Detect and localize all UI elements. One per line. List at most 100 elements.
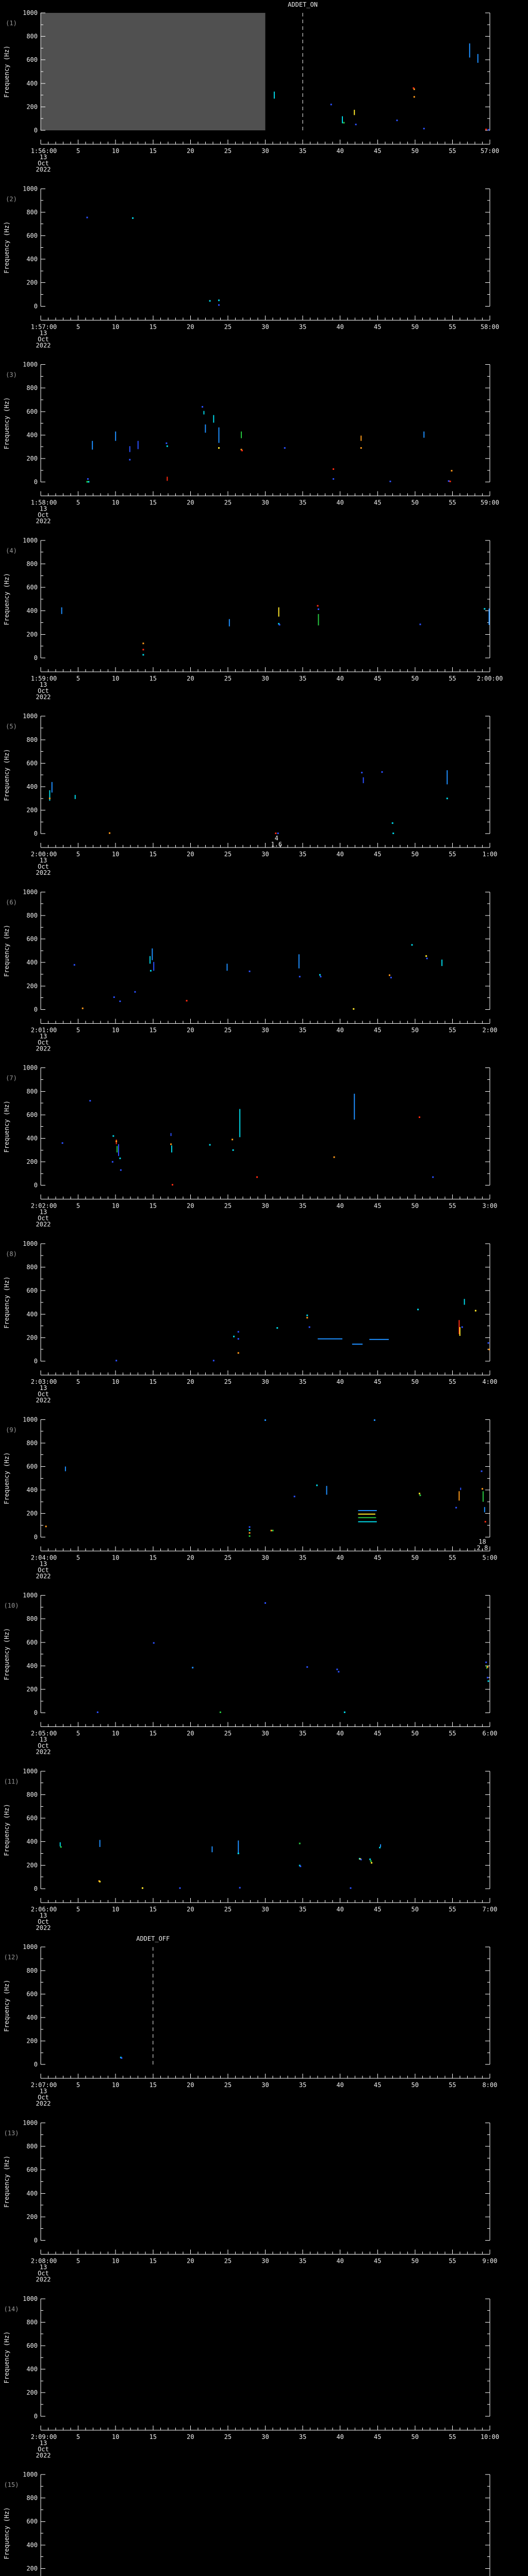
y-axis-title: Frequency (Hz) (3, 222, 10, 274)
x-tick-label: 30 (261, 2081, 269, 2089)
x-tick-label: 50 (411, 2433, 419, 2441)
x-tick-label: 50 (411, 675, 419, 682)
y-tick-label: 1000 (23, 361, 38, 368)
detection-mark (412, 87, 415, 89)
event-annotation: 4 (275, 835, 278, 842)
x-tick-label: 30 (261, 1906, 269, 1913)
detection-mark (318, 614, 319, 625)
detection-mark (226, 963, 228, 971)
detection-mark (49, 790, 51, 801)
detection-mark (318, 608, 320, 610)
x-tick-label: 10 (112, 851, 119, 858)
x-tick-label: 15 (150, 147, 157, 155)
detection-mark (116, 1360, 118, 1362)
detection-mark (112, 1135, 114, 1137)
x-tick-label: 15 (150, 1554, 157, 1561)
spectrogram-panel-14: (14) Frequency (Hz) 0 200 400 600 800 1000 5 10 15… (3, 2295, 499, 2459)
y-tick-label: 400 (26, 2366, 38, 2373)
x-tick-label: 55 (449, 1202, 456, 1210)
detection-mark (417, 1309, 419, 1311)
x-tick-label: 25 (224, 1554, 232, 1561)
x-tick-label: 30 (261, 1026, 269, 1033)
detection-mark (212, 1360, 214, 1362)
x-tick-label: 20 (187, 1202, 194, 1210)
end-time-label: 7:00 (483, 1906, 498, 1913)
x-tick-label: 30 (261, 147, 269, 155)
y-tick-label: 1000 (23, 1064, 38, 1072)
spectrogram-panel-13: (13) Frequency (Hz) 0 200 400 600 800 1000 5 10 15… (3, 2119, 497, 2283)
x-tick-label: 55 (449, 851, 456, 858)
x-tick-label: 50 (411, 1378, 419, 1385)
date-line-label: 13 (40, 681, 47, 688)
y-tick-label: 0 (34, 1006, 38, 1013)
detection-mark (99, 1880, 101, 1883)
y-tick-label: 800 (26, 384, 38, 392)
date-line-label: 2022 (36, 1749, 51, 1756)
detection-mark (237, 1331, 239, 1333)
y-tick-label: 600 (26, 584, 38, 591)
y-axis-title: Frequency (Hz) (3, 45, 10, 97)
detection-mark (449, 480, 451, 482)
detection-mark (171, 1184, 173, 1186)
detection-mark (343, 122, 345, 124)
y-tick-label: 600 (26, 2518, 38, 2525)
detection-mark (308, 1326, 310, 1328)
y-axis-title: Frequency (Hz) (3, 1276, 10, 1328)
spectrogram-panel-12: (12) Frequency (Hz) 0 200 400 600 800 1000 5 10 15… (3, 1935, 497, 2107)
detection-mark (299, 1865, 301, 1867)
detection-mark (358, 1510, 377, 1512)
y-tick-label: 200 (26, 1158, 38, 1165)
x-tick-label: 55 (449, 2257, 456, 2264)
x-tick-label: 35 (299, 2257, 306, 2264)
y-tick-label: 600 (26, 1111, 38, 1118)
detection-mark (419, 1493, 421, 1495)
x-tick-label: 5 (76, 1554, 80, 1561)
x-tick-label: 50 (411, 323, 419, 330)
x-tick-label: 30 (261, 1378, 269, 1385)
detection-mark (116, 1140, 118, 1142)
x-tick-label: 45 (374, 2433, 381, 2441)
spectrogram-panel-3: (3) Frequency (Hz) 0 200 400 600 800 1000 5 10 15 2… (3, 361, 499, 525)
detection-mark (485, 1662, 487, 1664)
y-tick-label: 200 (26, 2038, 38, 2045)
detection-mark (203, 411, 205, 415)
x-tick-label: 10 (112, 323, 119, 330)
detection-mark (45, 1526, 47, 1528)
x-tick-label: 45 (374, 851, 381, 858)
detection-mark (111, 1161, 113, 1163)
panel-number-label: (2) (6, 195, 17, 202)
detection-mark (360, 435, 362, 441)
detection-mark (265, 1419, 266, 1421)
x-tick-label: 15 (150, 2081, 157, 2089)
start-time-label: 2:06:00 (31, 1906, 57, 1913)
x-tick-label: 30 (261, 499, 269, 506)
detection-mark (120, 1169, 122, 1171)
detection-mark (73, 964, 75, 966)
y-tick-label: 600 (26, 232, 38, 239)
y-tick-label: 1000 (23, 1592, 38, 1599)
date-line-label: 2022 (36, 1572, 51, 1580)
x-tick-label: 10 (112, 2081, 119, 2089)
x-tick-label: 20 (187, 1730, 194, 1737)
x-tick-label: 45 (374, 1554, 381, 1561)
x-tick-label: 25 (224, 2433, 232, 2441)
detection-mark (432, 1176, 434, 1178)
detection-mark (369, 1338, 389, 1340)
panel-number-label: (11) (4, 1778, 19, 1785)
y-axis-title: Frequency (Hz) (3, 1980, 10, 2032)
x-tick-label: 55 (449, 1730, 456, 1737)
detection-mark (232, 1139, 234, 1141)
x-tick-label: 55 (449, 2433, 456, 2441)
x-tick-label: 35 (299, 1202, 306, 1210)
end-time-label: 6:00 (483, 1730, 498, 1737)
y-tick-label: 1000 (23, 2295, 38, 2302)
x-tick-label: 15 (150, 2433, 157, 2441)
end-time-label: 5:00 (483, 1554, 498, 1561)
date-line-label: 2022 (36, 2100, 51, 2107)
detection-mark (86, 216, 88, 218)
detection-mark (481, 1470, 483, 1472)
detection-mark (232, 1149, 234, 1151)
y-tick-label: 800 (26, 912, 38, 919)
date-line-label: 13 (40, 857, 47, 864)
date-line-label: 13 (40, 505, 47, 513)
